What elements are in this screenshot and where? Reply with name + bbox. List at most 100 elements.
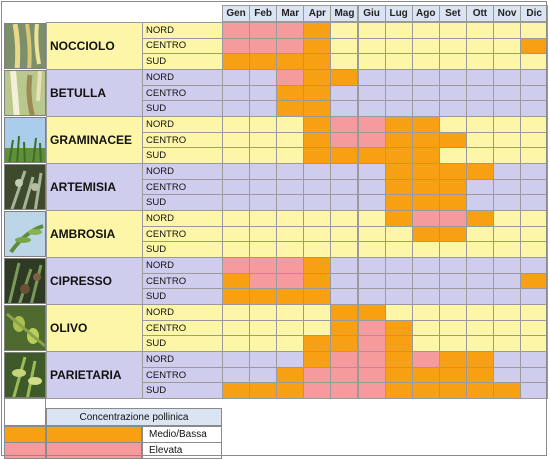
pollen-cell (357, 366, 386, 384)
legend-label: Elevata (142, 442, 222, 459)
plant-name-ambrosia: AMBROSIA (46, 210, 143, 259)
pollen-cell (384, 116, 413, 133)
region-label-sud: SUD (142, 335, 223, 353)
olive-photo (4, 305, 46, 352)
region-label-nord: NORD (142, 69, 223, 86)
pollen-cell (520, 225, 549, 243)
pollen-cell (249, 100, 278, 117)
pollen-cell (411, 37, 440, 55)
pollen-cell (357, 147, 386, 165)
pollen-cell (465, 257, 494, 274)
pollen-cell (357, 382, 386, 400)
pollen-cell (330, 382, 359, 400)
region-label-centro: CENTRO (142, 272, 223, 290)
pollen-cell (249, 178, 278, 196)
pollen-cell (249, 116, 278, 133)
month-header-gen: Gen (222, 5, 251, 22)
pollen-cell (249, 210, 278, 227)
pollen-cell (520, 84, 549, 102)
pollen-cell (249, 147, 278, 165)
pollen-cell (465, 241, 494, 259)
pollen-cell (222, 69, 251, 86)
pollen-cell (438, 335, 467, 353)
pollen-cell (520, 53, 549, 70)
pollen-cell (438, 147, 467, 165)
pollen-cell (493, 335, 522, 353)
pollen-cell (465, 37, 494, 55)
pollen-cell (276, 147, 305, 165)
pollen-cell (411, 319, 440, 337)
pollen-cell (411, 178, 440, 196)
pollen-cell (222, 210, 251, 227)
pollen-cell (493, 53, 522, 70)
pollen-cell (330, 147, 359, 165)
pollen-cell (303, 241, 332, 259)
pollen-cell (249, 225, 278, 243)
pollen-cell (222, 22, 251, 39)
pollen-cell (493, 366, 522, 384)
month-header-mar: Mar (276, 5, 305, 22)
pollen-cell (330, 288, 359, 306)
pollen-cell (411, 116, 440, 133)
pollen-cell (411, 241, 440, 259)
pollen-cell (384, 241, 413, 259)
pollen-cell (438, 319, 467, 337)
pollen-cell (384, 257, 413, 274)
pollen-cell (357, 22, 386, 39)
pollen-cell (411, 225, 440, 243)
month-header-feb: Feb (249, 5, 278, 22)
region-label-sud: SUD (142, 194, 223, 212)
pollen-cell (330, 194, 359, 212)
legend-swatch (4, 442, 46, 459)
month-header-set: Set (438, 5, 467, 22)
plant-name-cipresso: CIPRESSO (46, 257, 143, 306)
pollen-cell (493, 194, 522, 212)
pollen-cell (330, 53, 359, 70)
pollen-cell (357, 53, 386, 70)
pollen-cell (276, 131, 305, 149)
pollen-cell (411, 304, 440, 321)
pollen-cell (438, 382, 467, 400)
cypress-photo (4, 258, 46, 305)
pollen-cell (411, 84, 440, 102)
pollen-cell (249, 351, 278, 368)
pollen-cell (276, 225, 305, 243)
pollen-cell (411, 210, 440, 227)
pollen-cell (330, 225, 359, 243)
pollen-cell (465, 382, 494, 400)
pollen-cell (276, 319, 305, 337)
pollen-cell (384, 366, 413, 384)
pollen-cell (384, 351, 413, 368)
pollen-cell (438, 225, 467, 243)
pollen-cell (249, 335, 278, 353)
pollen-cell (330, 84, 359, 102)
pollen-cell (249, 272, 278, 290)
month-header-dic: Dic (520, 5, 549, 22)
plant-name-graminacee: GRAMINACEE (46, 116, 143, 165)
region-label-sud: SUD (142, 147, 223, 165)
pollen-cell (493, 178, 522, 196)
pollen-cell (520, 319, 549, 337)
region-label-nord: NORD (142, 22, 223, 39)
pollen-cell (357, 84, 386, 102)
region-label-centro: CENTRO (142, 131, 223, 149)
pollen-cell (493, 351, 522, 368)
month-header-lug: Lug (384, 5, 413, 22)
region-label-centro: CENTRO (142, 366, 223, 384)
pollen-cell (384, 272, 413, 290)
pollen-cell (520, 257, 549, 274)
pollen-cell (249, 84, 278, 102)
pollen-cell (303, 194, 332, 212)
pollen-cell (357, 319, 386, 337)
pollen-cell (465, 288, 494, 306)
legend-label: Medio/Bassa (142, 426, 222, 443)
pollen-cell (222, 351, 251, 368)
pollen-cell (249, 69, 278, 86)
region-label-centro: CENTRO (142, 84, 223, 102)
region-label-sud: SUD (142, 241, 223, 259)
pollen-cell (520, 210, 549, 227)
pollen-cell (384, 147, 413, 165)
pollen-cell (384, 53, 413, 70)
pollen-cell (438, 210, 467, 227)
pollen-cell (384, 100, 413, 117)
